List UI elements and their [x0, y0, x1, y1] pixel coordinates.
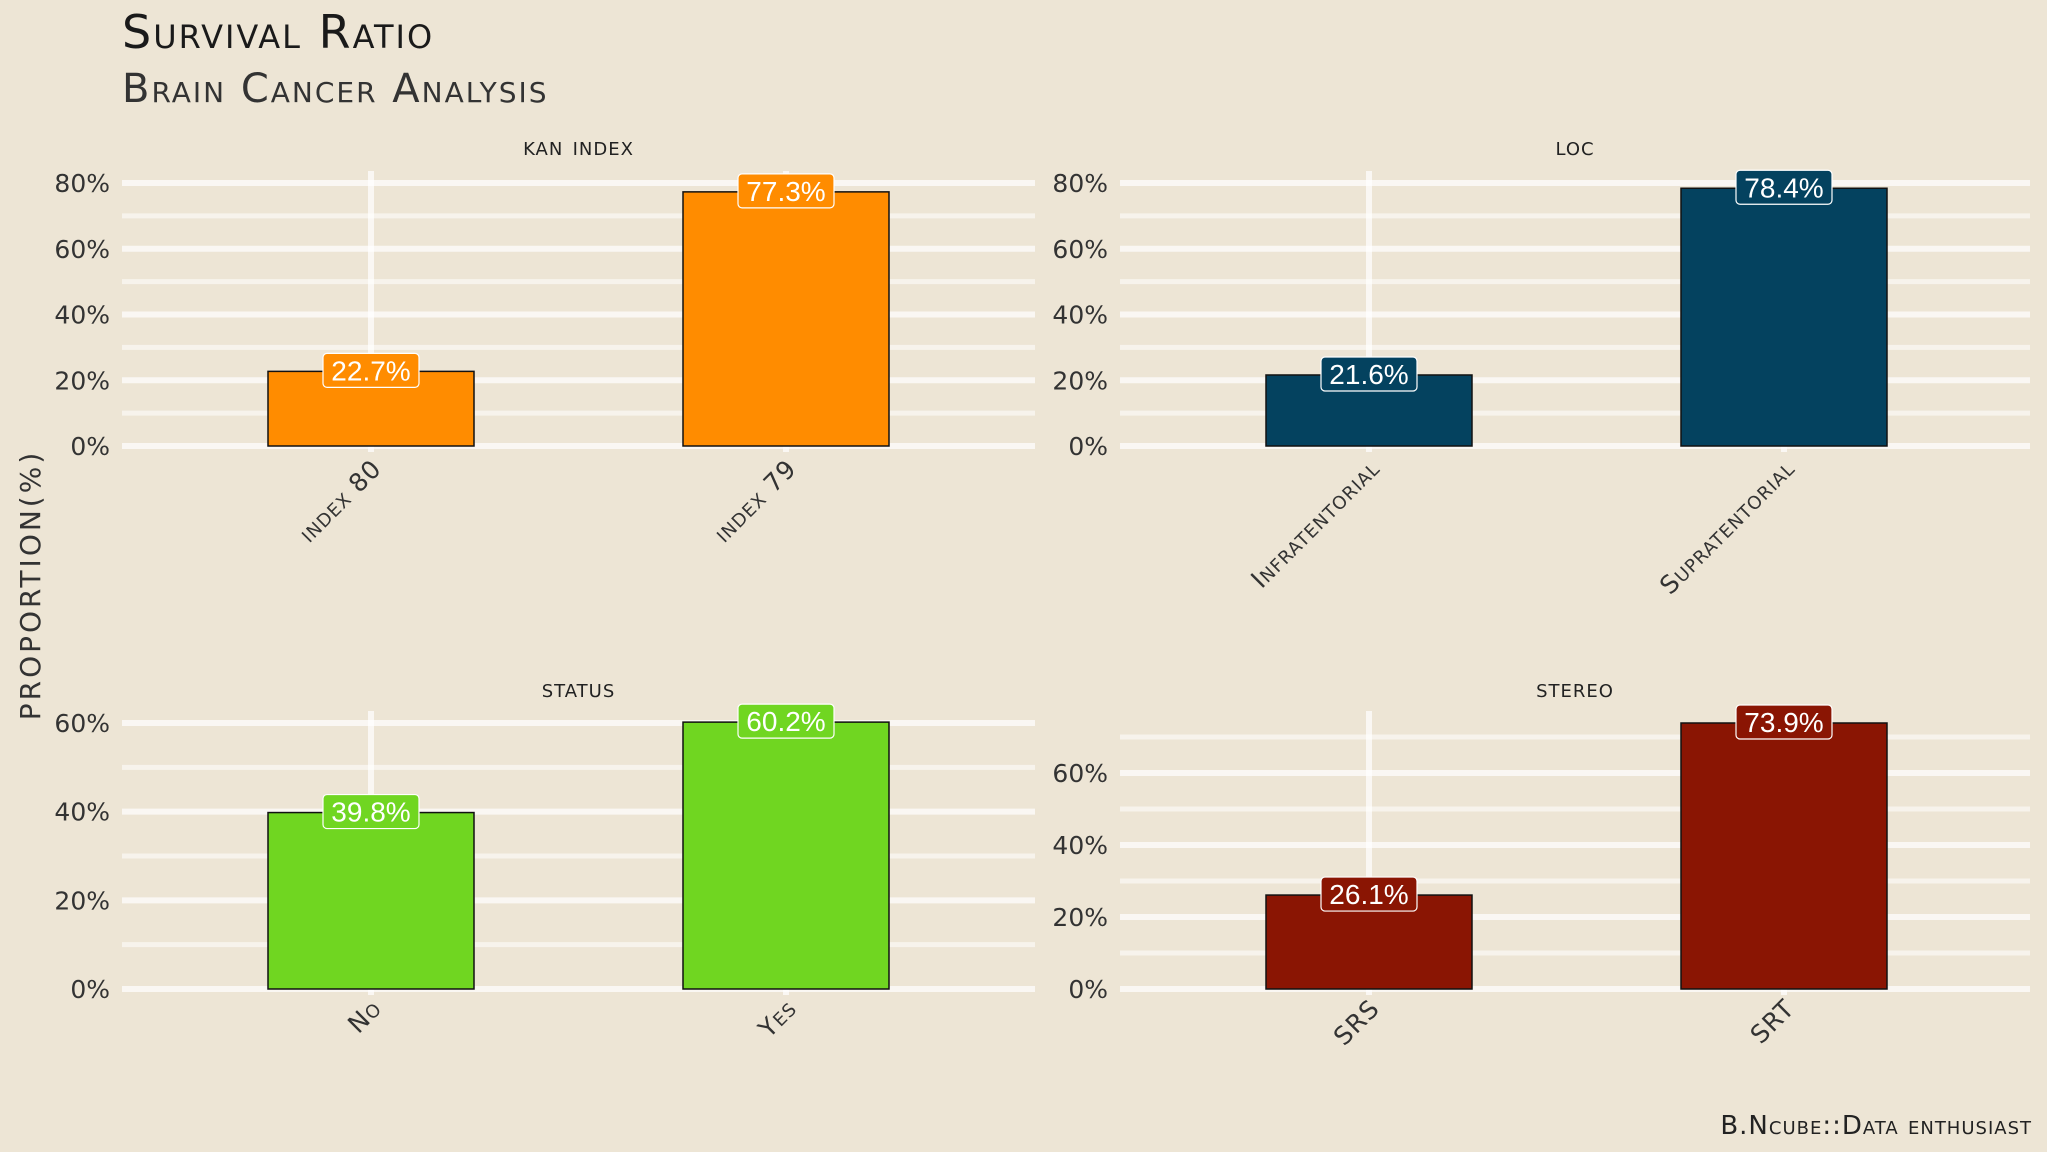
data-label-box — [1320, 356, 1418, 392]
panel-title: loc — [1555, 132, 1594, 162]
bar — [1680, 722, 1888, 990]
panel-title: kan index — [523, 132, 634, 162]
data-label-box — [1320, 876, 1418, 912]
data-label: 21.6% — [1329, 359, 1408, 390]
y-tick-label: 40% — [54, 301, 110, 330]
panel-title: stereo — [1536, 674, 1614, 704]
data-label: 77.3% — [746, 176, 825, 207]
data-label: 73.9% — [1744, 707, 1823, 738]
data-label-box — [322, 352, 420, 388]
y-tick-label: 40% — [54, 798, 110, 827]
y-tick-label: 60% — [1052, 235, 1108, 264]
y-tick-label: 0% — [1068, 975, 1108, 1004]
panel-title: status — [542, 674, 616, 704]
y-tick-label: 0% — [70, 975, 110, 1004]
y-tick-label: 60% — [54, 709, 110, 738]
y-tick-label: 80% — [1052, 169, 1108, 198]
data-label-box — [737, 703, 835, 739]
y-tick-label: 0% — [1068, 432, 1108, 461]
caption: B.Ncube::Data enthusiast — [1720, 1111, 2032, 1141]
y-tick-label: 20% — [1052, 366, 1108, 395]
y-tick-label: 60% — [54, 235, 110, 264]
chart-subtitle: Brain Cancer Analysis — [122, 66, 549, 112]
data-label: 60.2% — [746, 706, 825, 737]
bar — [682, 721, 890, 990]
data-label-box — [1735, 169, 1833, 205]
y-tick-label: 0% — [70, 432, 110, 461]
y-tick-label: 20% — [54, 886, 110, 915]
data-label-box — [322, 793, 420, 830]
y-tick-label: 40% — [1052, 831, 1108, 860]
y-tick-label: 20% — [54, 366, 110, 395]
bar — [682, 191, 890, 447]
data-label: 26.1% — [1329, 879, 1408, 910]
data-label: 39.8% — [331, 797, 410, 828]
data-label-box — [1735, 704, 1833, 740]
y-tick-label: 40% — [1052, 301, 1108, 330]
data-label: 78.4% — [1744, 172, 1823, 203]
y-tick-label: 20% — [1052, 903, 1108, 932]
chart-title: Survival Ratio — [122, 5, 434, 59]
y-tick-label: 60% — [1052, 759, 1108, 788]
y-axis-label: PROPORTION(%) — [14, 450, 47, 721]
y-tick-label: 80% — [54, 169, 110, 198]
bar — [267, 811, 475, 990]
data-label-box — [737, 173, 835, 209]
bar — [1680, 187, 1888, 447]
data-label: 22.7% — [331, 355, 410, 386]
